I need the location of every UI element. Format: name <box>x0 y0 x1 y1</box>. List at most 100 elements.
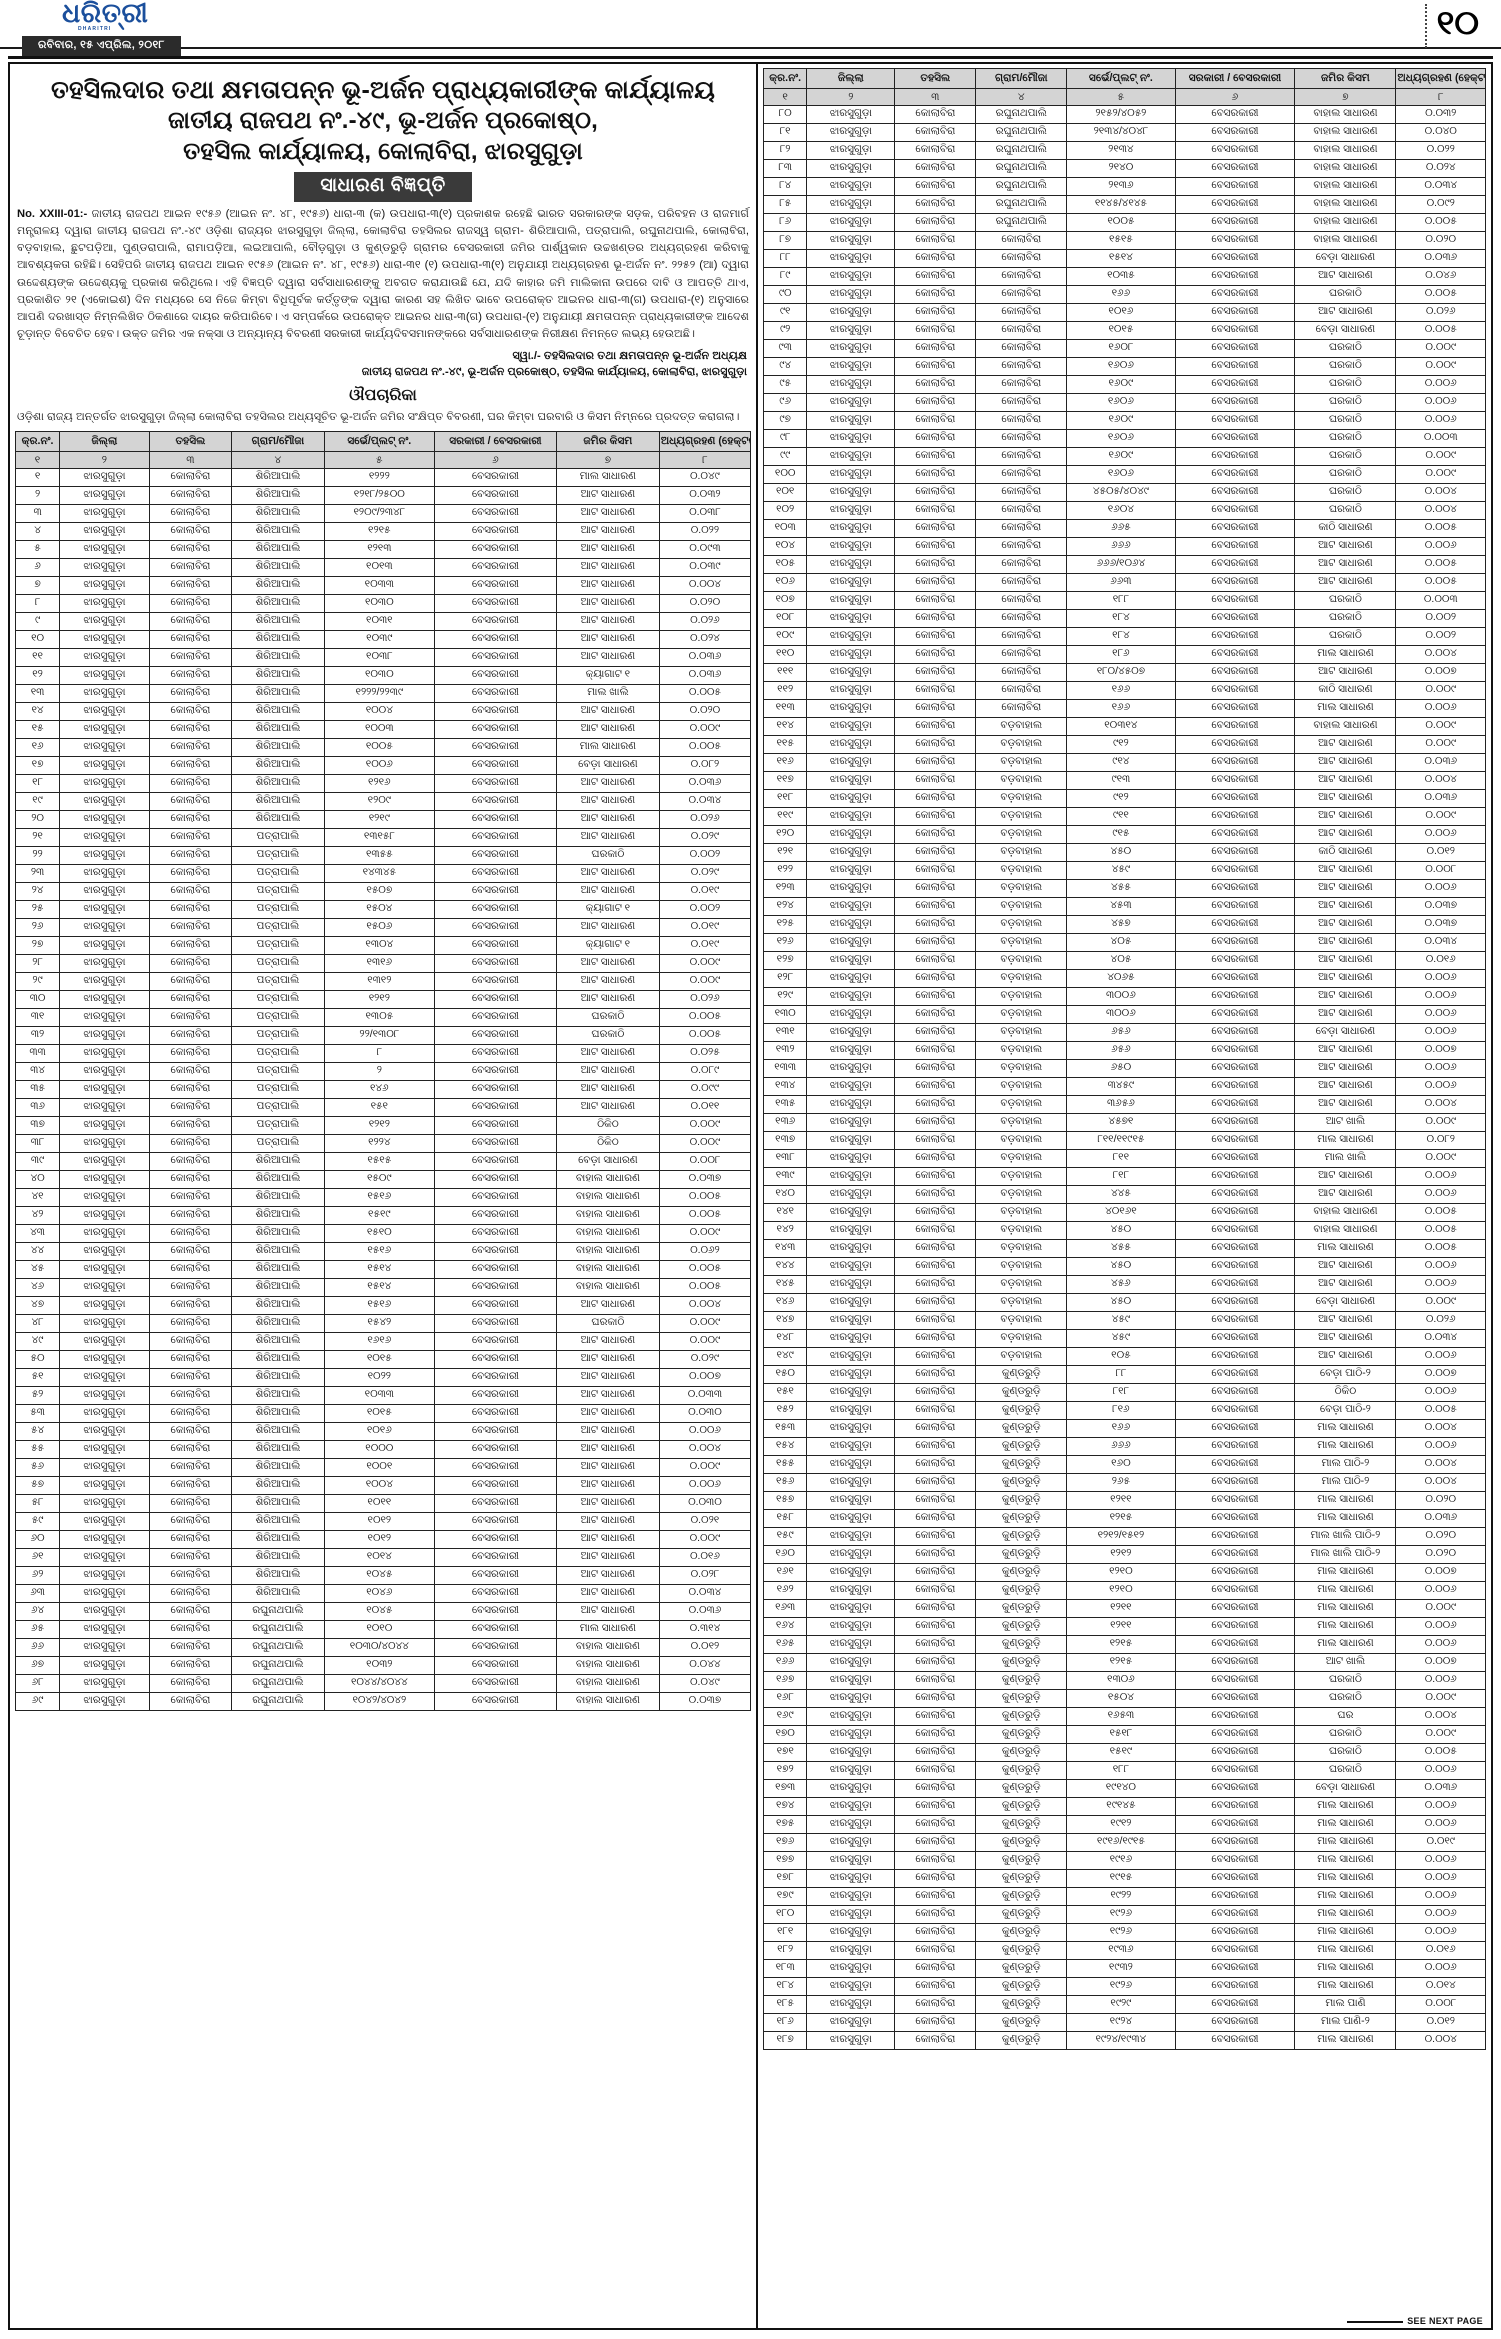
cell-serial: ୧୩୯ <box>762 1167 808 1186</box>
cell-ownership: ବେସରକାରୀ <box>433 1565 557 1585</box>
cell-area: ୦.୦୦୯ <box>658 719 752 739</box>
cell-plot: ୧୫୦୪ <box>323 899 435 919</box>
cell-district: ଝାରସୁଗୁଡ଼ା <box>59 935 150 955</box>
cell-area: ୦.୦୦୨ <box>658 899 752 919</box>
cell-landtype: ଆଟ ସାଧାରଣ <box>555 1439 660 1459</box>
cell-district: ଝାରସୁଗୁଡ଼ା <box>59 557 150 577</box>
land-table-right-body: ୮୦ ଝାରସୁଗୁଡ଼ା କୋଲାବିରା ରଘୁନାଥପାଲି ୨୧୫୨/୪୦୫୨ ବ… <box>762 105 1486 2050</box>
cell-ownership: ବେସରକାରୀ <box>1174 1437 1296 1456</box>
cell-district: ଝାରସୁଗୁଡ଼ା <box>806 1563 896 1582</box>
cell-area: ୦.୦୦୪ <box>1395 483 1486 502</box>
cell-ownership: ବେସରକାରୀ <box>1174 699 1296 718</box>
cell-tahasil: କୋଲାବିରା <box>894 1311 977 1330</box>
col-num-7: ୭ <box>1294 88 1397 106</box>
cell-landtype: ମାଲ ସାଧାରଣ <box>1294 1599 1397 1618</box>
page-number: ୧୦ <box>1436 4 1479 42</box>
cell-tahasil: କୋଲାବିରା <box>148 827 233 847</box>
col-header-ownership: ସରକାରୀ / ବେସରକାରୀ <box>1174 68 1296 89</box>
table-row: ୧୪୦ ଝାରସୁଗୁଡ଼ା କୋଲାବିରା ବଡ଼ବାହାଲ ୪୪୫ ବେସରକାରୀ… <box>762 1185 1486 1204</box>
cell-area: ୦.୦୩୪ <box>1395 933 1486 952</box>
cell-serial: ୧୩୨ <box>762 1041 808 1060</box>
cell-serial: ୮୬ <box>762 213 808 232</box>
cell-ownership: ବେସରକାରୀ <box>433 1133 557 1153</box>
cell-tahasil: କୋଲାବିରା <box>148 737 233 757</box>
cell-ownership: ବେସରକାରୀ <box>1174 1473 1296 1492</box>
cell-serial: ୧୫୩ <box>762 1419 808 1438</box>
cell-landtype: ବାହାଲ ସାଧାରଣ <box>1294 177 1397 196</box>
cell-serial: ୧୦୭ <box>762 591 808 610</box>
cell-district: ଝାରସୁଗୁଡ଼ା <box>806 1509 896 1528</box>
cell-serial: ୯୭ <box>762 411 808 430</box>
cell-area: ୦.୦୨୨ <box>658 521 752 541</box>
cell-landtype: ଆଟ ସାଧାରଣ <box>555 1511 660 1531</box>
cell-village: ପତ୍ରାପାଲି <box>231 863 325 883</box>
table-row: ୬୪ ଝାରସୁଗୁଡ଼ା କୋଲାବିରା ରଘୁନାଥପାଲି ୧୦୪୫ ବେସରକା… <box>14 1601 752 1621</box>
cell-ownership: ବେସରକାରୀ <box>433 1097 557 1117</box>
cell-ownership: ବେସରକାରୀ <box>1174 789 1296 808</box>
cell-plot: ୨ <box>323 1061 435 1081</box>
cell-village: ଶିରିଆପାଲି <box>231 665 325 685</box>
land-table-left: କ୍ର.ନଂ. ଜିଲ୍ଲା ତହସିଲ ଗ୍ରାମ/ମୌଜା ସର୍ଭେ/ପ୍… <box>14 430 752 1711</box>
col-num-5: ୫ <box>323 450 435 469</box>
cell-landtype: ଘରକାଠି <box>1294 285 1397 304</box>
cell-area: ୦.୦୩୭ <box>658 1691 752 1711</box>
cell-landtype: ବାହାଲ ସାଧାରଣ <box>555 1655 660 1675</box>
cell-landtype: ଆଟ ସାଧାରଣ <box>555 953 660 973</box>
cell-ownership: ବେସରକାରୀ <box>1174 177 1296 196</box>
cell-serial: ୧୩୬ <box>762 1113 808 1132</box>
cell-tahasil: କୋଲାବିରା <box>148 1313 233 1333</box>
cell-district: ଝାରସୁଗୁଡ଼ା <box>806 537 896 556</box>
cell-area: ୦.୦୦୯ <box>1395 357 1486 376</box>
cell-village: କୋଲାବିରା <box>975 591 1068 610</box>
table-row: ୧୧୭ ଝାରସୁଗୁଡ଼ା କୋଲାବିରା ବଡ଼ବାହାଲ ୯୧୩ ବେସରକାରୀ… <box>762 771 1486 790</box>
cell-area: ୦.୦୦୫ <box>658 737 752 757</box>
cell-ownership: ବେସରକାରୀ <box>433 1223 557 1243</box>
cell-ownership: ବେସରକାରୀ <box>1174 573 1296 592</box>
cell-ownership: ବେସରକାରୀ <box>1174 411 1296 430</box>
cell-plot: ୯୧୧ <box>1066 807 1176 826</box>
cell-landtype: ବାହାଲ ସାଧାରଣ <box>1294 717 1397 736</box>
cell-landtype: ଆଟ ସାଧାରଣ <box>1294 1095 1397 1114</box>
cell-area: ୦.୦୦୬ <box>1395 1167 1486 1186</box>
cell-plot: ୧୦୪୪/୪୦୪୪ <box>323 1673 435 1693</box>
cell-village: କୁଣ୍ଡରୁଡ଼ି <box>975 1509 1068 1528</box>
cell-tahasil: କୋଲାବିରା <box>894 1689 977 1708</box>
cell-landtype: ଆଟ ସାଧାରଣ <box>555 1601 660 1621</box>
cell-tahasil: କୋଲାବିରା <box>894 1437 977 1456</box>
cell-serial: ୧୮୭ <box>762 2031 808 2050</box>
cell-plot: ୩୦୦୬ <box>1066 1005 1176 1024</box>
cell-landtype: ଆଟ ସାଧାରଣ <box>555 827 660 847</box>
cell-village: ବଡ଼ବାହାଲ <box>975 735 1068 754</box>
cell-village: ପତ୍ରାପାଲି <box>231 827 325 847</box>
cell-ownership: ବେସରକାରୀ <box>1174 537 1296 556</box>
cell-village: ପତ୍ରାପାଲି <box>231 971 325 991</box>
cell-district: ଝାରସୁଗୁଡ଼ା <box>806 1077 896 1096</box>
cell-area: ୦.୦୨୯ <box>658 827 752 847</box>
signature-line-1: ସ୍ୱା./- ତହସିଲଦାର ତଥା କ୍ଷମତାପନ୍ନ ଭୂ-ଅର୍ଜନ… <box>512 349 747 362</box>
cell-serial: ୧୧୩ <box>762 699 808 718</box>
table-row: ୧୬୪ ଝାରସୁଗୁଡ଼ା କୋଲାବିରା କୁଣ୍ଡରୁଡ଼ି ୧୨୧୧ ବେସରକ… <box>762 1617 1486 1636</box>
cell-ownership: ବେସରକାରୀ <box>1174 195 1296 214</box>
cell-village: ଶିରିଆପାଲି <box>231 1385 325 1405</box>
table-row: ୪୪ ଝାରସୁଗୁଡ଼ା କୋଲାବିରା ଶିରିଆପାଲି ୧୫୧୬ ବେସରକାର… <box>14 1241 752 1261</box>
cell-ownership: ବେସରକାରୀ <box>433 773 557 793</box>
cell-plot: ୧୨୧୨/୧୫୧୨ <box>1066 1527 1176 1546</box>
cell-plot: ୬୬୫ <box>1066 519 1176 538</box>
cell-landtype: ଆଟ ସାଧାରଣ <box>1294 879 1397 898</box>
cell-area: ୦.୦୩୩ <box>658 1385 752 1405</box>
table-row: ୧୫୫ ଝାରସୁଗୁଡ଼ା କୋଲାବିରା କୁଣ୍ଡରୁଡ଼ି ୧୬୦ ବେସରକା… <box>762 1455 1486 1474</box>
cell-ownership: ବେସରକାରୀ <box>433 1331 557 1351</box>
cell-landtype: ଆଟ ସାଧାରଣ <box>1294 933 1397 952</box>
cell-serial: ୫ <box>14 539 61 559</box>
cell-ownership: ବେସରକାରୀ <box>1174 1851 1296 1870</box>
cell-tahasil: କୋଲାବିରା <box>148 1601 233 1621</box>
notice-heading: ତହସିଲଦାର ତଥା କ୍ଷମତାପନ୍ନ ଭୂ-ଅର୍ଜନ ପ୍ରାଧ୍ୟ… <box>21 74 745 167</box>
cell-serial: ୧୮୧ <box>762 1923 808 1942</box>
col-header-plot: ସର୍ଭେ/ପ୍ଲଟ୍ ନଂ. <box>323 430 435 452</box>
cell-serial: ୩୩ <box>14 1043 61 1063</box>
cell-serial: ୧୩୫ <box>762 1095 808 1114</box>
cell-plot: ୧୨୨୨ <box>323 467 435 487</box>
table-row: ୧୨୫ ଝାରସୁଗୁଡ଼ା କୋଲାବିରା ବଡ଼ବାହାଲ ୪୫୭ ବେସରକାରୀ… <box>762 915 1486 934</box>
cell-tahasil: କୋଲାବିରା <box>894 1887 977 1906</box>
cell-village: ପତ୍ରାପାଲି <box>231 1043 325 1063</box>
